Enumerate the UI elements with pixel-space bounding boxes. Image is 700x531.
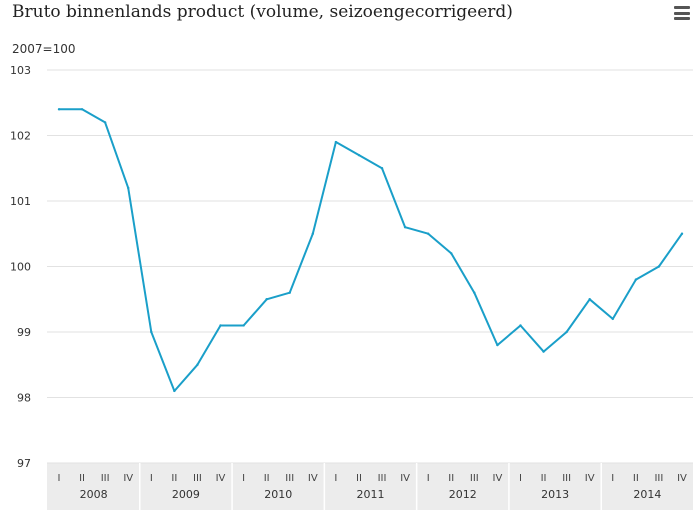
data-point [57, 108, 61, 111]
quarter-tick-label: III [654, 473, 663, 484]
data-point [403, 226, 407, 229]
hamburger-menu-icon[interactable] [674, 6, 690, 20]
quarter-tick-label: I [334, 473, 337, 484]
y-axis-unit-label: 2007=100 [12, 42, 76, 56]
y-tick-label: 99 [17, 326, 31, 339]
data-point [150, 330, 153, 334]
quarter-tick-label: II [541, 473, 547, 484]
data-point [473, 291, 476, 294]
data-point [196, 363, 199, 366]
quarter-tick-label: II [79, 473, 85, 484]
quarter-tick-label: III [470, 473, 479, 484]
quarter-tick-label: IV [216, 473, 226, 484]
quarter-tick-label: IV [585, 473, 595, 484]
y-tick-label: 103 [10, 64, 31, 77]
quarter-tick-label: I [427, 473, 430, 484]
data-point [450, 252, 453, 255]
quarter-tick-label: IV [308, 473, 318, 484]
year-label: 2014 [633, 488, 661, 501]
data-point [519, 324, 522, 327]
quarter-tick-label: II [633, 473, 639, 484]
quarter-tick-label: III [101, 473, 110, 484]
y-tick-label: 101 [10, 195, 31, 208]
quarter-tick-label: I [242, 473, 245, 484]
menu-bar [674, 11, 690, 15]
data-point [380, 167, 384, 170]
quarter-tick-label: I [519, 473, 522, 484]
quarter-tick-label: I [150, 473, 153, 484]
data-point [357, 153, 361, 157]
data-point [426, 232, 430, 235]
chart-title: Bruto binnenlands product (volume, seizo… [12, 2, 513, 22]
quarter-tick-label: IV [493, 473, 503, 484]
year-label: 2012 [449, 488, 477, 501]
data-point [219, 324, 222, 327]
quarter-tick-label: III [193, 473, 202, 484]
data-point [127, 186, 130, 190]
data-point [334, 140, 338, 144]
y-tick-label: 97 [17, 457, 31, 470]
y-tick-label: 98 [17, 392, 31, 405]
data-point [242, 324, 245, 327]
data-point [311, 232, 315, 235]
quarter-tick-label: IV [400, 473, 410, 484]
quarter-tick-label: I [611, 473, 614, 484]
menu-bar [674, 17, 690, 20]
data-point [634, 278, 638, 281]
quarter-tick-label: II [356, 473, 362, 484]
data-point [80, 108, 84, 111]
year-label: 2009 [172, 488, 200, 501]
data-point [565, 330, 568, 334]
data-point [542, 350, 545, 353]
data-point [588, 298, 591, 301]
y-tick-label: 102 [10, 130, 31, 143]
quarter-tick-label: III [562, 473, 571, 484]
quarter-tick-label: I [58, 473, 61, 484]
year-label: 2013 [541, 488, 569, 501]
quarter-tick-label: III [285, 473, 294, 484]
quarter-tick-label: III [378, 473, 387, 484]
menu-bar [674, 6, 690, 9]
data-point [496, 343, 499, 347]
x-axis-band [47, 463, 693, 510]
year-label: 2010 [264, 488, 292, 501]
series-line [58, 108, 683, 392]
data-point [680, 232, 684, 235]
year-label: 2011 [357, 488, 385, 501]
year-label: 2008 [80, 488, 108, 501]
data-point [657, 265, 661, 268]
y-tick-label: 100 [10, 261, 31, 274]
data-point [173, 389, 176, 393]
quarter-tick-label: IV [677, 473, 687, 484]
data-point [611, 317, 614, 321]
data-point [288, 291, 291, 294]
quarter-tick-label: II [171, 473, 177, 484]
quarter-tick-label: IV [123, 473, 133, 484]
data-point [103, 121, 107, 124]
data-point [265, 298, 268, 301]
quarter-tick-label: II [264, 473, 270, 484]
quarter-tick-label: II [448, 473, 454, 484]
